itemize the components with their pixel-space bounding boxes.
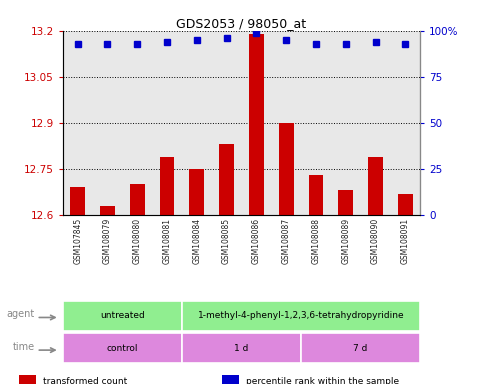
Text: untreated: untreated bbox=[100, 311, 145, 320]
Text: 1-methyl-4-phenyl-1,2,3,6-tetrahydropyridine: 1-methyl-4-phenyl-1,2,3,6-tetrahydropyri… bbox=[198, 311, 404, 320]
Text: transformed count: transformed count bbox=[43, 377, 128, 384]
Bar bbox=[19, 375, 36, 384]
Bar bbox=[398, 194, 413, 215]
Bar bbox=[189, 169, 204, 215]
Bar bbox=[222, 375, 239, 384]
Bar bbox=[63, 333, 182, 364]
Text: control: control bbox=[107, 344, 138, 353]
Text: 1 d: 1 d bbox=[234, 344, 249, 353]
Bar bbox=[100, 206, 115, 215]
Bar bbox=[279, 123, 294, 215]
Bar bbox=[368, 157, 383, 215]
Text: 7 d: 7 d bbox=[354, 344, 368, 353]
Title: GDS2053 / 98050_at: GDS2053 / 98050_at bbox=[176, 17, 307, 30]
Bar bbox=[63, 301, 182, 331]
Bar bbox=[182, 333, 301, 364]
Text: percentile rank within the sample: percentile rank within the sample bbox=[246, 377, 399, 384]
Bar bbox=[219, 144, 234, 215]
Bar bbox=[309, 175, 324, 215]
Bar bbox=[159, 157, 174, 215]
Text: time: time bbox=[13, 342, 35, 352]
Bar bbox=[338, 190, 353, 215]
Bar bbox=[70, 187, 85, 215]
Bar bbox=[301, 333, 420, 364]
Bar bbox=[130, 184, 145, 215]
Text: agent: agent bbox=[6, 309, 35, 319]
Bar bbox=[182, 301, 420, 331]
Bar bbox=[249, 34, 264, 215]
